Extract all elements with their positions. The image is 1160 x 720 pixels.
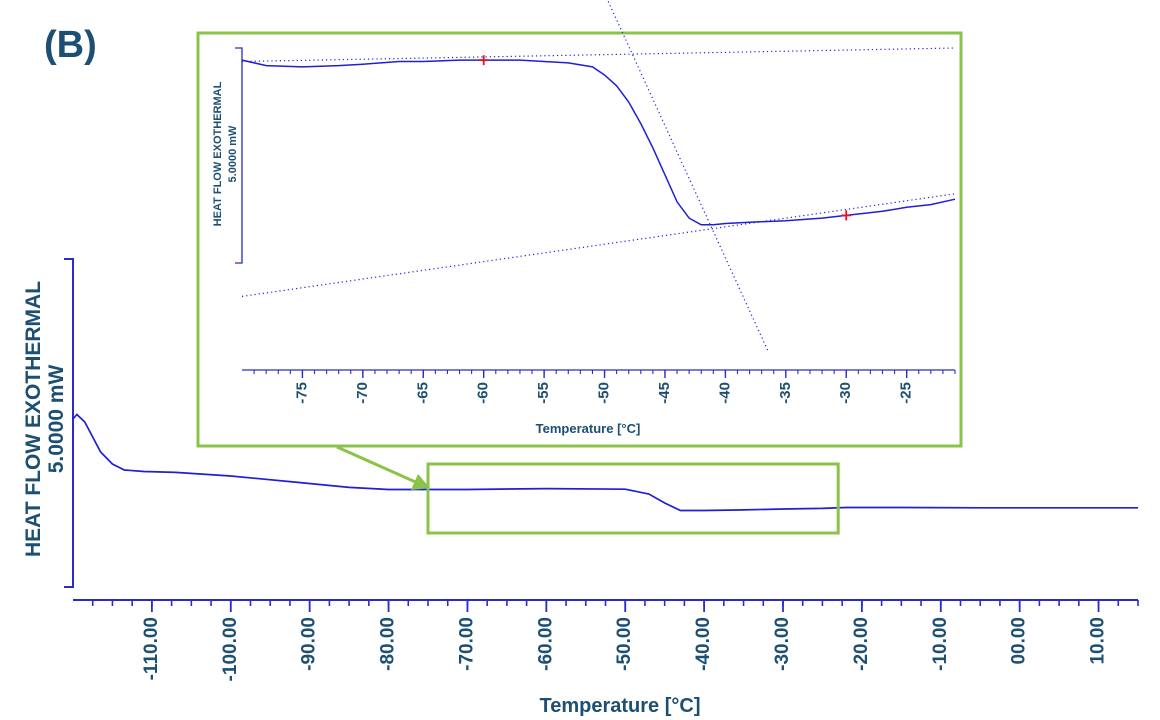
inset-marker <box>841 210 852 221</box>
main-chart: HEAT FLOW EXOTHERMAL 5.0000 mW -110.00 -1… <box>22 258 1139 717</box>
highlight-region <box>426 462 840 535</box>
main-series-line <box>72 413 1138 512</box>
connector-line <box>336 445 421 486</box>
main-x-tick-label: -60.00 <box>535 617 556 671</box>
main-y-label-line1: HEAT FLOW EXOTHERMAL <box>22 281 45 557</box>
main-x-tick-label: 10.00 <box>1088 617 1109 665</box>
inset-y-axis <box>235 47 243 264</box>
inset-x-tick-label: -25 <box>898 382 915 404</box>
main-x-tick-label: -10.00 <box>930 617 951 671</box>
main-x-tick-labels: -110.00 -100.00 -90.00 -80.00 -70.00 -60.00 -5… <box>141 617 1109 681</box>
main-y-axis-label: HEAT FLOW EXOTHERMAL 5.0000 mW <box>22 281 68 557</box>
main-x-tick-label: -80.00 <box>378 617 399 671</box>
inset-x-tick-labels: -75 -70 -65 -60 -55 -50 -45 -40 -35 -30 -25 <box>293 382 914 404</box>
main-x-tick-label: -100.00 <box>220 617 241 681</box>
inset-x-tick-label: -45 <box>656 382 673 404</box>
panel-label: (B) <box>44 24 97 66</box>
inset-chart: HEAT FLOW EXOTHERMAL 5.0000 mW -75 -70 -65… <box>196 0 963 448</box>
inset-x-tick-label: -30 <box>837 382 854 404</box>
inset-x-tick-label: -70 <box>354 382 371 404</box>
inset-frame <box>196 31 963 448</box>
inset-markers <box>478 55 852 221</box>
main-x-ticks <box>91 600 1139 612</box>
inset-x-axis-label: Temperature [°C] <box>536 421 641 436</box>
main-x-tick-label: -110.00 <box>141 617 162 680</box>
main-y-axis <box>64 258 74 588</box>
main-x-tick-label: -70.00 <box>456 617 477 671</box>
main-y-label-line2: 5.0000 mW <box>45 365 68 474</box>
inset-y-axis-label: HEAT FLOW EXOTHERMAL 5.0000 mW <box>212 81 239 226</box>
main-x-tick-label: 00.00 <box>1009 617 1030 665</box>
inset-x-tick-label: -75 <box>293 382 310 404</box>
inset-tangent-line <box>606 0 769 351</box>
main-x-tick-label: -90.00 <box>299 617 320 671</box>
zoom-connector-arrow <box>336 445 430 490</box>
main-x-axis-label: Temperature [°C] <box>540 695 701 717</box>
inset-x-tick-label: -35 <box>777 382 794 404</box>
connector-arrowhead <box>411 474 430 490</box>
inset-y-label-line2: 5.0000 mW <box>227 125 239 182</box>
inset-x-tick-label: -60 <box>475 382 492 404</box>
main-x-tick-label: -40.00 <box>693 617 714 671</box>
inset-y-label-line1: HEAT FLOW EXOTHERMAL <box>212 81 224 226</box>
main-x-tick-label: -30.00 <box>772 617 793 671</box>
inset-x-tick-label: -55 <box>535 382 552 404</box>
main-x-tick-label: -20.00 <box>851 617 872 671</box>
inset-x-tick-label: -40 <box>716 382 733 404</box>
inset-x-ticks <box>253 370 956 378</box>
inset-x-tick-label: -50 <box>595 382 612 404</box>
main-x-tick-label: -50.00 <box>614 617 635 671</box>
inset-series-line <box>241 59 956 226</box>
inset-x-tick-label: -65 <box>414 382 431 404</box>
inset-marker <box>478 55 489 66</box>
